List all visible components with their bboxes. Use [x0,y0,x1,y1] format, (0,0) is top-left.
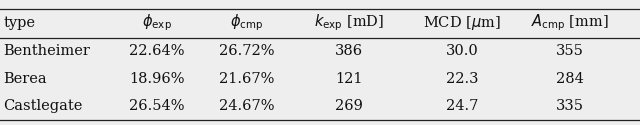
Text: MCD [$\mu$m]: MCD [$\mu$m] [424,14,501,32]
Text: 269: 269 [335,99,363,113]
Text: 26.72%: 26.72% [219,44,274,58]
Text: type: type [3,16,35,30]
Text: 121: 121 [335,72,362,86]
Text: $\phi_{\rm exp}$: $\phi_{\rm exp}$ [142,13,172,33]
Text: 21.67%: 21.67% [219,72,274,86]
Text: 386: 386 [335,44,363,58]
Text: $A_{\rm cmp}$ [mm]: $A_{\rm cmp}$ [mm] [531,13,609,33]
Text: 30.0: 30.0 [446,44,479,58]
Text: Berea: Berea [3,72,47,86]
Text: 284: 284 [556,72,584,86]
Text: 24.67%: 24.67% [219,99,274,113]
Text: 355: 355 [556,44,584,58]
Text: 24.7: 24.7 [446,99,479,113]
Text: Castlegate: Castlegate [3,99,83,113]
Text: 18.96%: 18.96% [129,72,184,86]
Text: 22.64%: 22.64% [129,44,184,58]
Text: $\phi_{\rm cmp}$: $\phi_{\rm cmp}$ [230,13,263,33]
Text: 22.3: 22.3 [446,72,479,86]
Text: 26.54%: 26.54% [129,99,184,113]
Text: Bentheimer: Bentheimer [3,44,90,58]
Text: 335: 335 [556,99,584,113]
Text: $k_{\rm exp}$ [mD]: $k_{\rm exp}$ [mD] [314,13,384,33]
